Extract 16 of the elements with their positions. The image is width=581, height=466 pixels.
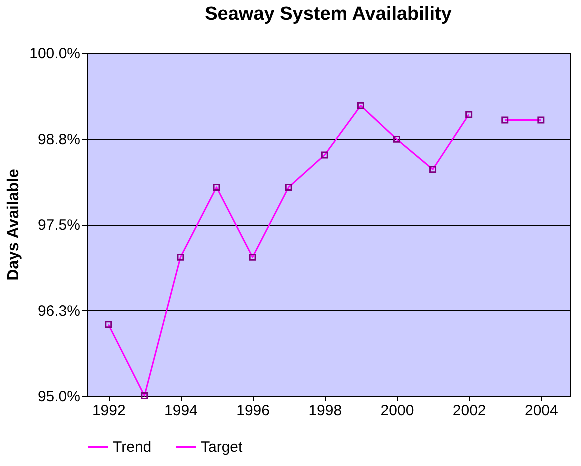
legend-label: Trend: [113, 439, 152, 456]
y-tick-label: 97.5%: [38, 217, 80, 234]
y-tick-label: 98.8%: [38, 131, 80, 148]
x-tick-label: 2002: [452, 402, 486, 420]
y-tick-label: 100.0%: [30, 46, 80, 62]
y-tick-label: 95.0%: [38, 388, 80, 406]
x-tick-label: 1992: [92, 402, 126, 420]
x-tick-label: 1996: [236, 402, 270, 420]
chart-title: Seaway System Availability: [205, 4, 452, 25]
x-tick-label: 1998: [308, 402, 342, 420]
y-axis-title: Days Available: [6, 169, 23, 281]
x-tick-label: 2004: [524, 402, 558, 420]
x-tick-label: 2000: [380, 402, 414, 420]
x-tick-label: 1994: [164, 402, 198, 420]
legend-label: Target: [201, 439, 244, 456]
y-tick-label: 96.3%: [38, 302, 80, 320]
